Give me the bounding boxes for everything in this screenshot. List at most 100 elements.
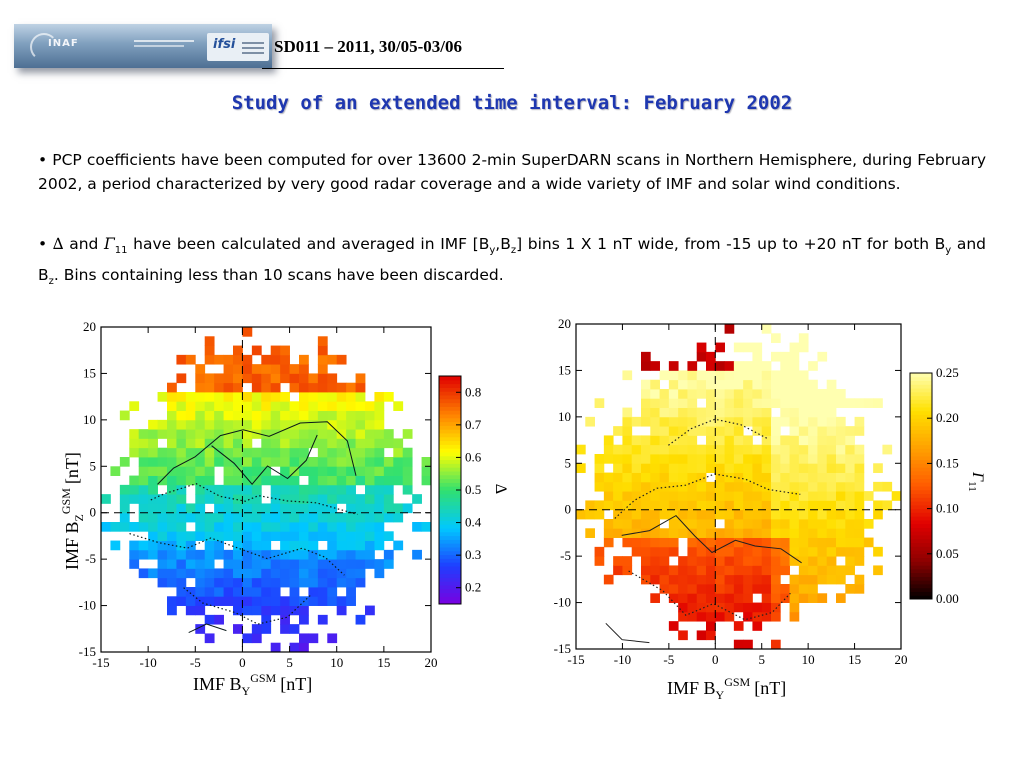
heatmap-cell (289, 596, 300, 606)
heatmap-cell (733, 491, 744, 501)
heatmap-cell (185, 559, 196, 569)
heatmap-cell (706, 537, 716, 548)
heatmap-cell (119, 494, 130, 504)
heatmap-cell (724, 398, 735, 408)
heatmap-cell (650, 593, 660, 603)
heatmap-cell (242, 512, 253, 523)
heatmap-cell (317, 587, 328, 597)
heatmap-cell (365, 531, 375, 541)
heatmap-cell (280, 577, 290, 588)
heatmap-cell (233, 447, 243, 458)
heatmap-cells (576, 324, 902, 650)
heatmap-cell (327, 512, 338, 523)
colorbar-segment (439, 398, 461, 404)
colorbar-segment (910, 459, 932, 464)
heatmap-cell (280, 596, 290, 606)
heatmap-cell (585, 500, 595, 511)
heatmap-cell (270, 587, 281, 597)
heatmap-cell (826, 556, 837, 566)
heatmap-cell (854, 500, 865, 511)
heatmap-cell (365, 410, 375, 421)
colorbar-segment (439, 573, 461, 578)
heatmap-cell (299, 466, 309, 476)
colorbar-segment (439, 471, 461, 476)
heatmap-cell (176, 429, 187, 439)
heatmap-cell (421, 457, 432, 467)
heatmap-cell (195, 577, 206, 588)
heatmap-cell (650, 472, 660, 483)
heatmap-cell (668, 528, 679, 538)
heatmap-cell (289, 484, 300, 495)
heatmap-cell (204, 577, 215, 588)
colorbar-segment (910, 531, 932, 536)
heatmap-cell (251, 633, 262, 644)
heatmap-cell (631, 416, 642, 427)
heatmap-cell (798, 407, 809, 418)
heatmap-cell (715, 491, 725, 501)
heatmap-cell (696, 528, 707, 538)
colorbar-segment (439, 524, 461, 529)
heatmap-cell (299, 364, 309, 374)
heatmap-cell (659, 500, 670, 511)
heatmap-cell (668, 398, 679, 408)
heatmap-cell (668, 435, 679, 446)
heatmap-cell (743, 444, 753, 455)
heatmap-cell (826, 537, 837, 548)
heatmap-cell (214, 568, 224, 579)
heatmap-cell (594, 472, 605, 483)
heatmap-cell (817, 519, 828, 529)
heatmap-cell (299, 438, 309, 449)
heatmap-cell (355, 401, 366, 411)
heatmap-cell (261, 438, 272, 449)
heatmap-cell (808, 528, 818, 538)
heatmap-cell (826, 407, 837, 418)
bullet-paragraph-1: • PCP coefficients have been computed fo… (38, 151, 986, 193)
colorbar-segment (910, 493, 932, 498)
heatmap-cell (845, 565, 855, 576)
heatmap-cell (761, 454, 772, 464)
heatmap-cell (346, 429, 356, 439)
heatmap-cell (327, 382, 338, 393)
heatmap-cell (346, 549, 356, 560)
colorbar-segment (439, 512, 461, 518)
heatmap-cell (696, 454, 707, 464)
colorbar-segment (910, 467, 932, 472)
colorbar-segment (439, 562, 461, 567)
colorbar-segment (910, 406, 932, 412)
heatmap-cell (641, 379, 651, 390)
colorbar-segment (439, 600, 461, 605)
heatmap-cell (808, 389, 818, 399)
colorbar-segment (439, 395, 461, 400)
heatmap-cell (204, 549, 215, 560)
heatmap-cell (696, 519, 707, 529)
heatmap-cell (261, 522, 272, 532)
heatmap-cell (743, 342, 753, 353)
heatmap-cell (242, 438, 253, 449)
heatmap-cell (119, 410, 130, 421)
heatmap-cell (242, 568, 253, 579)
heatmap-cell (233, 540, 243, 551)
heatmap-cell (280, 345, 290, 356)
heatmap-cell (204, 568, 215, 579)
heatmap-cell (706, 500, 716, 511)
heatmap-cell (355, 466, 366, 476)
heatmap-cell (355, 373, 366, 384)
heatmap-cell (374, 531, 385, 541)
heatmap-cell (176, 354, 187, 365)
heatmap-cell (641, 435, 651, 446)
heatmap-cell (752, 537, 763, 548)
heatmap-cell (678, 444, 688, 455)
heatmap-cell (233, 568, 243, 579)
heatmap-cell (798, 528, 809, 538)
colorbar-tick-label: 0.00 (936, 591, 959, 606)
y-tick-label: -15 (79, 644, 96, 659)
heatmap-cell (204, 512, 215, 523)
heatmap-cell (157, 540, 168, 551)
heatmap-cell (808, 398, 818, 408)
heatmap-cell (706, 435, 716, 446)
subscript: z (510, 245, 517, 257)
heatmap-cell (845, 556, 855, 566)
heatmap-cell (355, 549, 366, 560)
heatmap-cell (289, 457, 300, 467)
heatmap-cell (233, 419, 243, 430)
